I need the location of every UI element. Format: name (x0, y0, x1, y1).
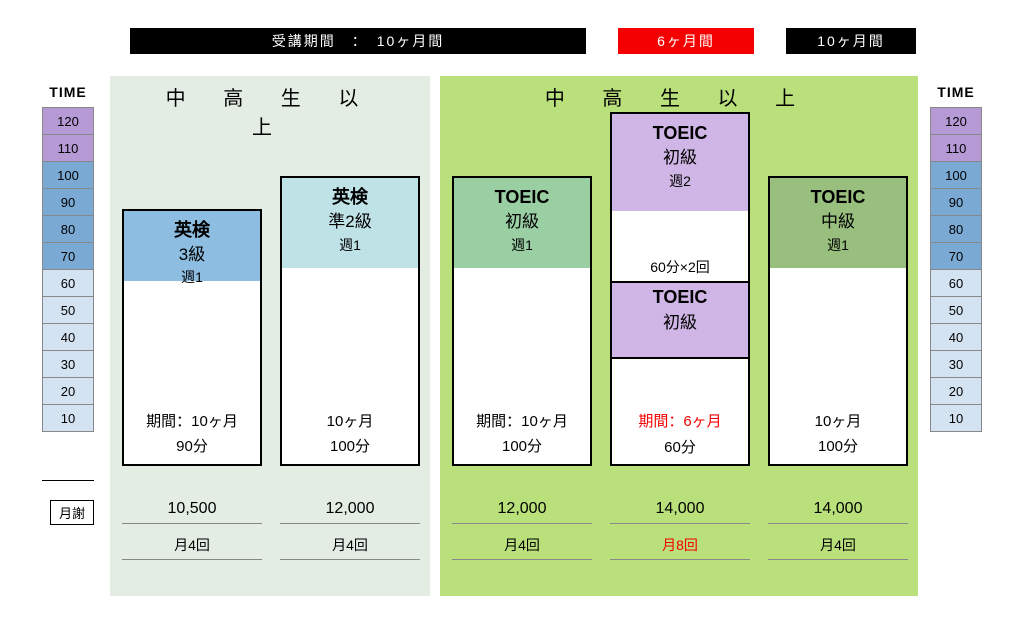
time-cell: 40 (930, 323, 982, 351)
course-period: 期間：6ヶ月 (612, 409, 748, 435)
course-toeic-b2: TOEIC初級週260分×2回TOEIC初級期間：6ヶ月60分 (610, 112, 750, 466)
time-cell: 30 (930, 350, 982, 378)
course-price: 14,000 (610, 494, 750, 524)
course-inner-box: TOEIC初級 (610, 281, 750, 358)
course-footer: 10ヶ月100分 (282, 409, 418, 460)
time-cell: 10 (42, 404, 94, 432)
course-eiken-pre2: 英検準2級週1 10ヶ月100分 (280, 176, 420, 466)
time-cell: 120 (42, 107, 94, 135)
course-period: 10ヶ月 (282, 409, 418, 435)
course-price: 12,000 (280, 494, 420, 524)
course-duration: 100分 (282, 434, 418, 460)
course-per-month: 月8回 (610, 530, 750, 560)
course-per-month: 月4回 (452, 530, 592, 560)
course-title: TOEIC (454, 184, 590, 210)
course-duration: 90分 (124, 434, 260, 460)
course-per-month: 月4回 (122, 530, 262, 560)
course-subtitle: 準2級 (282, 210, 418, 235)
time-cell: 80 (930, 215, 982, 243)
header-bar-0: 受講期間 ： 10ヶ月間 (130, 28, 586, 54)
course-header: TOEIC初級週1 (454, 178, 590, 268)
course-duration: 100分 (454, 434, 590, 460)
time-cell: 20 (42, 377, 94, 405)
course-header: 英検3級週1 (124, 211, 260, 282)
time-cell: 110 (42, 134, 94, 162)
course-duration: 60分 (612, 435, 748, 461)
course-title: 英検 (282, 184, 418, 210)
time-cell: 70 (930, 242, 982, 270)
course-footer: 期間：6ヶ月60分 (612, 409, 748, 460)
course-toeic-b1: TOEIC初級週1 期間：10ヶ月100分 (452, 176, 592, 466)
section-title-1: 中 高 生 以 上 (538, 82, 818, 111)
course-footer: 10ヶ月100分 (770, 409, 906, 460)
course-price: 12,000 (452, 494, 592, 524)
header-bar-2: 10ヶ月間 (786, 28, 916, 54)
course-header: TOEIC中級週1 (770, 178, 906, 268)
course-title: 英検 (124, 217, 260, 243)
course-price: 14,000 (768, 494, 908, 524)
time-title: TIME (42, 84, 94, 100)
course-per-month: 月4回 (768, 530, 908, 560)
time-cell: 100 (42, 161, 94, 189)
course-frequency: 週1 (282, 235, 418, 255)
course-mid-label: 60分×2回 (612, 257, 748, 277)
course-period: 期間：10ヶ月 (454, 409, 590, 435)
tuition-label: 月謝 (50, 500, 94, 525)
time-cell: 20 (930, 377, 982, 405)
time-cell: 90 (42, 188, 94, 216)
course-per-month: 月4回 (280, 530, 420, 560)
course-footer: 期間：10ヶ月100分 (454, 409, 590, 460)
time-divider (42, 480, 94, 481)
course-title: TOEIC (612, 120, 748, 146)
time-cell: 90 (930, 188, 982, 216)
course-frequency: 週1 (454, 235, 590, 255)
time-cell: 30 (42, 350, 94, 378)
course-title: TOEIC (770, 184, 906, 210)
time-cell: 50 (42, 296, 94, 324)
course-header: 英検準2級週1 (282, 178, 418, 268)
time-cell: 80 (42, 215, 94, 243)
time-cell: 40 (42, 323, 94, 351)
course-period: 期間：10ヶ月 (124, 409, 260, 435)
course-header: TOEIC初級週2 (612, 114, 748, 211)
course-frequency: 週1 (770, 235, 906, 255)
header-bar-1: 6ヶ月間 (618, 28, 754, 54)
course-subtitle: 3級 (124, 243, 260, 268)
course-duration: 100分 (770, 434, 906, 460)
time-axis-left: TIME 120110100908070605040302010 (42, 84, 94, 432)
course-toeic-int: TOEIC中級週1 10ヶ月100分 (768, 176, 908, 466)
time-cell: 10 (930, 404, 982, 432)
time-cell: 110 (930, 134, 982, 162)
course-price: 10,500 (122, 494, 262, 524)
time-cell: 60 (42, 269, 94, 297)
course-title: TOEIC (612, 287, 748, 308)
time-cell: 70 (42, 242, 94, 270)
course-footer: 期間：10ヶ月90分 (124, 409, 260, 460)
course-subtitle: 初級 (612, 146, 748, 171)
time-cell: 50 (930, 296, 982, 324)
time-axis-right: TIME 120110100908070605040302010 (930, 84, 982, 432)
time-title: TIME (930, 84, 982, 100)
section-title-0: 中 高 生 以 上 (150, 82, 390, 140)
time-cell: 100 (930, 161, 982, 189)
course-subtitle: 初級 (454, 210, 590, 235)
course-subtitle: 中級 (770, 210, 906, 235)
course-subtitle: 初級 (612, 308, 748, 333)
time-cell: 60 (930, 269, 982, 297)
course-eiken3: 英検3級週1 期間：10ヶ月90分 (122, 209, 262, 466)
course-frequency: 週2 (612, 171, 748, 191)
course-frequency: 週1 (124, 267, 260, 287)
time-cell: 120 (930, 107, 982, 135)
course-period: 10ヶ月 (770, 409, 906, 435)
